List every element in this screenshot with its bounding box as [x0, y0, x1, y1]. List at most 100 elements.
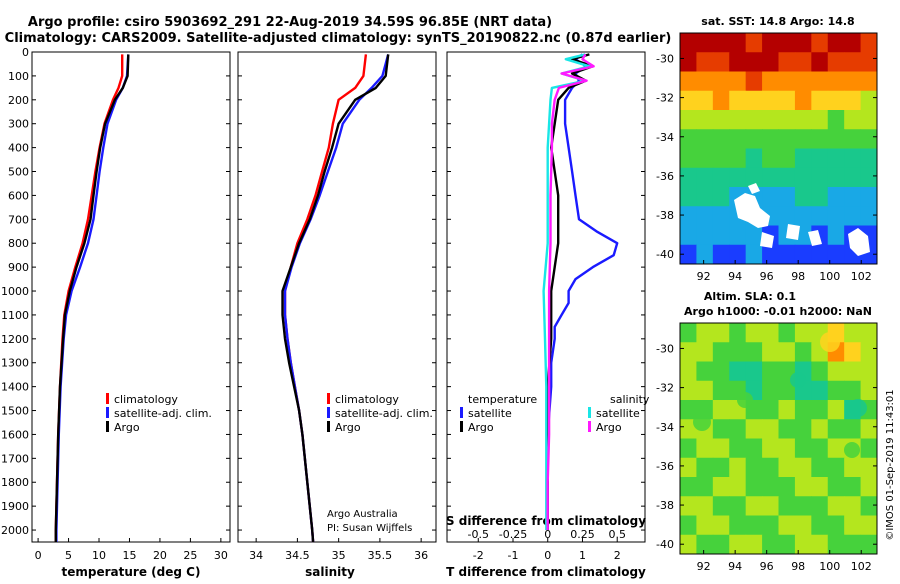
heatmap-cell: [680, 33, 697, 53]
heatmap-cell: [844, 477, 862, 497]
heatmap-cell: [745, 534, 763, 555]
heatmap-cell: [844, 380, 862, 401]
heatmap-cell: [794, 244, 812, 265]
heatmap-cell: [712, 187, 730, 207]
heatmap-cell: [811, 515, 829, 536]
heatmap-cell: [680, 400, 697, 420]
legend-label: Argo: [114, 421, 140, 434]
heatmap-cell: [680, 419, 697, 439]
temperature-x-tick-label: 0: [35, 549, 42, 562]
sla-anomaly-blob: [849, 399, 867, 417]
salinity-panel-frame: [237, 51, 437, 543]
heatmap-cell: [827, 33, 845, 53]
heatmap-cell: [712, 419, 730, 439]
temperature-x-tick-label: 20: [153, 549, 167, 562]
legend-swatch-argo: [327, 421, 330, 432]
heatmap-cell: [844, 419, 862, 439]
heatmap-cell: [680, 438, 697, 459]
heatmap-cell: [811, 438, 829, 459]
heatmap-cell: [844, 206, 862, 226]
figure-title-line2: Climatology: CARS2009. Satellite-adjuste…: [5, 31, 672, 46]
heatmap-cell: [844, 148, 862, 169]
depth-axis-ticks: [32, 51, 645, 531]
heatmap-cell: [729, 167, 747, 188]
heatmap-cell: [827, 206, 845, 226]
depth-tick-label: 1800: [1, 476, 29, 489]
heatmap-cell: [794, 515, 812, 536]
salinity-legend: climatology satellite-adj. clim. Argo Ar…: [327, 393, 433, 534]
heatmap-cell: [778, 129, 796, 149]
temperature-x-tick-label: 10: [92, 549, 106, 562]
sla-map-title2: Argo h1000: -0.01 h2000: NaN: [684, 305, 872, 318]
heatmap-cell: [762, 457, 779, 478]
depth-tick-label: 0: [22, 46, 29, 59]
heatmap-cell: [827, 129, 845, 149]
sla-anomaly-blob: [844, 442, 860, 458]
heatmap-cell: [745, 477, 763, 497]
sla-map-axes: -30 -32 -34 -36 -38 -40 92 94 96 98 100 102: [656, 342, 877, 573]
heatmap-cell: [745, 342, 763, 362]
heatmap-cell: [696, 148, 714, 169]
heatmap-cell: [729, 90, 747, 111]
depth-tick-label: 1900: [1, 500, 29, 513]
heatmap-cell: [712, 225, 730, 246]
t-difference-x-tick-label: 0: [544, 549, 551, 562]
heatmap-cell: [712, 361, 730, 382]
heatmap-cell: [794, 323, 812, 343]
s-difference-x-axis: -0.5 -0.25 0 0.25 0.5: [468, 528, 626, 541]
heatmap-cell: [794, 110, 812, 130]
heatmap-cell: [745, 457, 763, 478]
heatmap-cell: [794, 457, 812, 478]
heatmap-cell: [745, 438, 763, 459]
lat-tick-label: -32: [656, 92, 674, 105]
sst-map-frame: [679, 32, 878, 265]
heatmap-cell: [811, 457, 829, 478]
legend-swatch-t-satellite: [460, 407, 463, 418]
heatmap-cell: [811, 52, 829, 72]
heatmap-cell: [680, 148, 697, 169]
lat-tick-label: -36: [656, 460, 674, 473]
heatmap-cell: [811, 167, 829, 188]
heatmap-cell: [794, 129, 812, 149]
sla-map-title1: Altim. SLA: 0.1: [704, 290, 796, 303]
heatmap-cell: [712, 90, 730, 111]
legend-label: satellite-adj. clim.: [114, 407, 212, 420]
heatmap-cell: [778, 206, 796, 226]
heatmap-cell: [778, 244, 796, 265]
depth-tick-label: 1600: [1, 428, 29, 441]
legend-swatch-climatology: [327, 393, 330, 404]
temperature-x-axis: 0 5 10 15 20 25 30: [35, 538, 228, 562]
lat-tick-label: -36: [656, 170, 674, 183]
heatmap-cell: [778, 477, 796, 497]
t-difference-x-tick-label: -2: [473, 549, 484, 562]
heatmap-cell: [745, 33, 763, 53]
heatmap-cell: [860, 52, 878, 72]
t-difference-x-tick-label: 2: [614, 549, 621, 562]
depth-tick-label: 2000: [1, 524, 29, 537]
salinity-series: [281, 54, 390, 543]
t-difference-x-tick-label: -1: [508, 549, 519, 562]
sst-map-axes: -30 -32 -34 -36 -38 -40 92 94 96 98 100 102: [656, 52, 877, 283]
heatmap-cell: [827, 110, 845, 130]
heatmap-cell: [827, 52, 845, 72]
heatmap-cell: [860, 496, 878, 516]
heatmap-cell: [811, 90, 829, 111]
heatmap-cell: [762, 438, 779, 459]
heatmap-cell: [712, 438, 730, 459]
watermark: ©IMOS 01-Sep-2019 11:43:01: [885, 389, 896, 540]
heatmap-cell: [794, 496, 812, 516]
lat-tick-label: -40: [656, 538, 674, 551]
heatmap-cell: [844, 90, 862, 111]
heatmap-cell: [745, 515, 763, 536]
sla-anomaly-blob: [737, 392, 753, 408]
heatmap-cell: [778, 110, 796, 130]
heatmap-cell: [712, 110, 730, 130]
heatmap-cell: [844, 534, 862, 555]
heatmap-cell: [778, 496, 796, 516]
depth-tick-label: 600: [8, 189, 29, 202]
depth-axis: 0 100 200 300 400 500 600 700 800 900 1000 1100 1200…: [1, 46, 29, 537]
heatmap-cell: [794, 52, 812, 72]
heatmap-cell: [680, 110, 697, 130]
salinity-x-tick-label: 34: [249, 549, 263, 562]
